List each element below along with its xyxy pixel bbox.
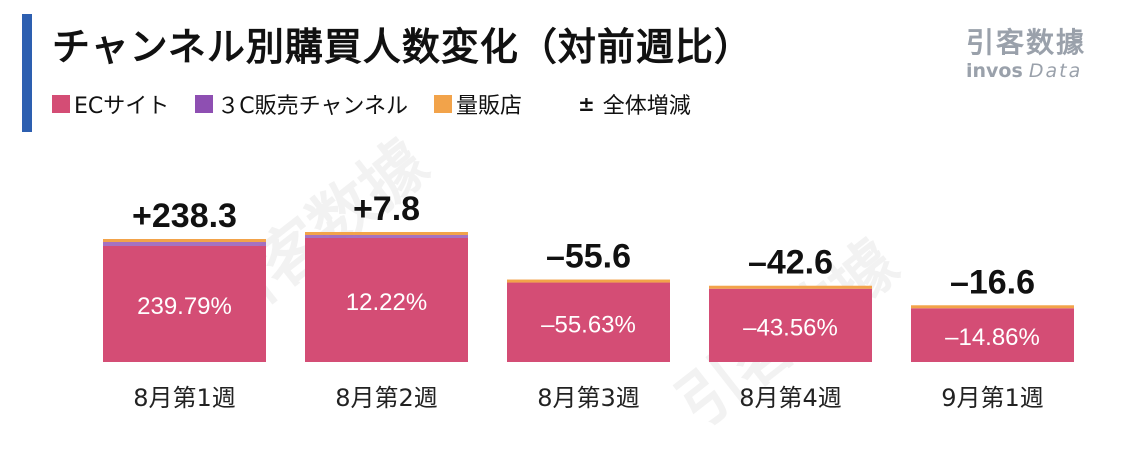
bar-data-label-2: 12.22% [346,289,427,316]
bar-data-label-3: –55.63% [541,311,636,338]
logo-suffix: Data [1028,60,1083,82]
legend-total-note: ± 全体増減 [578,88,691,120]
legend-swatch-retail [433,95,452,113]
bar-retail-1 [103,239,266,242]
bar-3c-2 [305,235,468,238]
bar-3c-1 [103,242,266,246]
logo-english-text: invos Data [966,60,1086,82]
bar-ec-1 [103,246,266,362]
title-accent-bar [22,14,32,132]
legend-item-retail: 量販店 [433,88,522,120]
legend: ECサイト ３C販売チャンネル 量販店 ± 全体増減 [52,88,691,120]
bar-total-label-5: –16.6 [950,263,1035,301]
x-tick-label-2: 8月第2週 [335,384,438,412]
bar-ec-3 [507,282,670,362]
logo-chinese-text: 引客数據 [966,26,1087,59]
brand-logo: 引客数據 invos Data [966,26,1086,82]
bar-total-label-1: +238.3 [132,197,237,235]
legend-label-ec: ECサイト [74,94,170,119]
bar-data-label-1: 239.79% [137,293,232,320]
x-tick-label-1: 8月第1週 [133,384,236,412]
bar-total-label-4: –42.6 [748,244,833,282]
logo-brand: invos [966,60,1023,82]
x-tick-label-4: 8月第4週 [739,384,842,412]
legend-item-ec: ECサイト [52,88,169,120]
legend-label-retail: 量販店 [455,94,522,119]
bar-retail-4 [709,285,872,289]
bar-data-label-5: –14.86% [945,324,1040,351]
bar-retail-5 [911,305,1074,309]
bar-retail-2 [305,232,468,235]
legend-swatch-3c [195,95,214,113]
bar-retail-3 [507,279,670,283]
legend-swatch-ec [52,95,70,113]
bar-ec-5 [911,308,1074,362]
legend-item-3c: ３C販売チャンネル [195,88,408,120]
bar-total-label-2: +7.8 [353,190,420,228]
bar-ec-4 [709,288,872,362]
bar-total-label-3: –55.6 [546,238,631,276]
bar-data-label-4: –43.56% [743,314,838,341]
bar-ec-2 [305,238,468,362]
plus-minus-icon: ± [577,92,595,116]
legend-total-label: 全体増減 [602,94,691,119]
x-tick-label-5: 9月第1週 [941,384,1044,412]
legend-label-3c: ３C販売チャンネル [217,94,408,119]
chart-title: チャンネル別購買人数変化（対前週比） [52,25,753,69]
x-tick-label-3: 8月第3週 [537,384,640,412]
